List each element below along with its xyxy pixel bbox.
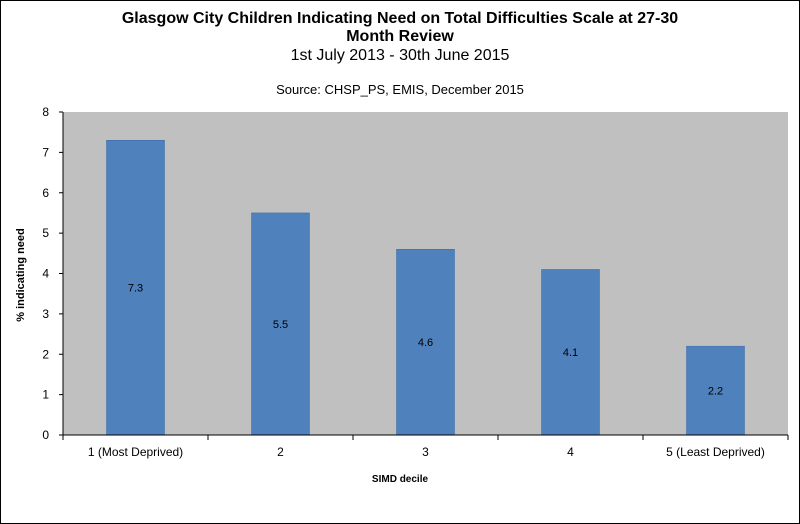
chart-title-line-2: Month Review	[346, 28, 454, 45]
x-tick-label-5: 5 (Least Deprived)	[666, 445, 765, 459]
chart-title-line-1: Glasgow City Children Indicating Need on…	[121, 10, 679, 27]
data-label-5: 2.2	[708, 386, 723, 398]
y-tick-label-5: 5	[42, 226, 49, 240]
y-tick-label-2: 2	[42, 347, 49, 361]
x-tick-label-1: 1 (Most Deprived)	[88, 445, 183, 459]
x-tick-label-2: 2	[277, 445, 284, 459]
data-label-2: 5.5	[273, 319, 288, 331]
y-axis-label: % indicating need	[15, 228, 27, 322]
y-tick-label-7: 7	[42, 145, 49, 159]
x-tick-label-4: 4	[567, 445, 574, 459]
y-tick-label-0: 0	[42, 428, 49, 442]
chart-subtitle: 1st July 2013 - 30th June 2015	[290, 47, 510, 64]
x-axis-label: SIMD decile	[371, 474, 429, 485]
y-tick-label-8: 8	[42, 105, 49, 119]
y-tick-label-3: 3	[42, 307, 49, 321]
bar-2	[251, 212, 310, 436]
chart-source: Source: CHSP_PS, EMIS, December 2015	[276, 82, 524, 97]
y-tick-label-6: 6	[42, 186, 49, 200]
data-label-3: 4.6	[418, 337, 433, 349]
bar-3	[396, 249, 455, 436]
data-label-1: 7.3	[128, 283, 143, 295]
data-label-4: 4.1	[563, 347, 578, 359]
bar-4	[541, 269, 600, 436]
x-tick-label-3: 3	[422, 445, 429, 459]
bar-5	[686, 345, 745, 436]
y-tick-label-4: 4	[42, 267, 49, 281]
y-tick-label-1: 1	[42, 388, 49, 402]
